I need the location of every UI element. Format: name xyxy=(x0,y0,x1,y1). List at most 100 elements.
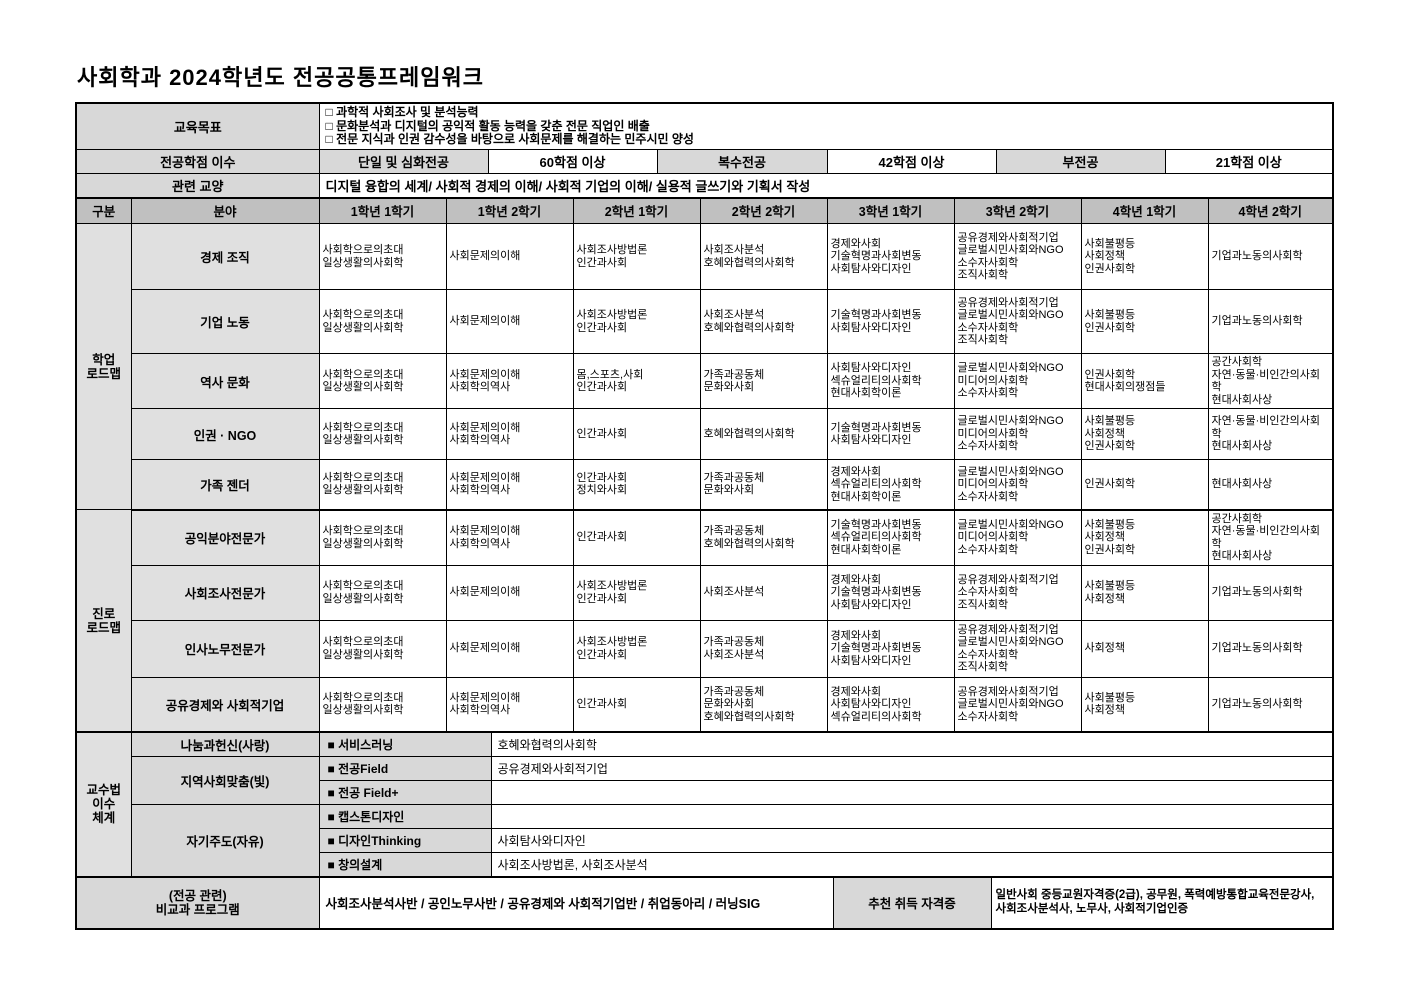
course-cell: 사회문제의이해 xyxy=(445,289,574,354)
field-label: 사회조사전문가 xyxy=(130,564,320,621)
course-cell: 사회탐사와디자인 섹슈얼리티의사회학 현대사회학이론 xyxy=(826,353,955,409)
course-cell: 호혜와협력의사회학 xyxy=(699,408,828,460)
header-sem-3-1: 3학년 1학기 xyxy=(826,197,955,224)
roadmap-row: 기업 노동 사회학으로의초대 일상생활의사회학 사회문제의이해 사회조사방법론 인간과… xyxy=(76,289,1334,354)
pedagogy-method: ■ 디자인Thinking xyxy=(318,828,492,853)
liberal-content: 디지털 융합의 세계/ 사회적 경제의 이해/ 사회적 기업의 이해/ 실용적 … xyxy=(318,172,1334,198)
course-cell: 기업과노동의사회학 xyxy=(1207,676,1334,733)
course-cell: 사회학으로의초대 일상생활의사회학 xyxy=(318,223,447,290)
course-cell: 글로벌시민사회와NGO 미디어의사회학 소수자사회학 xyxy=(953,408,1082,460)
pedagogy-category: 지역사회맞춤(빛) xyxy=(130,756,320,805)
header-sem-1-1: 1학년 1학기 xyxy=(318,197,447,224)
course-cell: 사회학으로의초대 일상생활의사회학 xyxy=(318,619,447,678)
roadmap-row: 공유경제와 사회적기업 사회학으로의초대 일상생활의사회학 사회문제의이해 사회학의… xyxy=(76,676,1334,733)
course-cell: 사회정책 xyxy=(1080,619,1209,678)
grid-header-row: 구분 분야 1학년 1학기 1학년 2학기 2학년 1학기 2학년 2학기 3학… xyxy=(75,197,1334,224)
pedagogy-row: 교수법 이수 체계 나눔과헌신(사랑) ■ 서비스러닝 호혜와협력의사회학 xyxy=(75,731,1334,877)
header-sem-3-2: 3학년 2학기 xyxy=(953,197,1082,224)
header-gubun: 구분 xyxy=(75,197,132,224)
course-cell: 자연·동물·비인간의사회학 현대사회사상 xyxy=(1207,408,1334,460)
course-cell: 사회불평등 사회정책 인권사회학 xyxy=(1080,223,1209,290)
course-cell: 인간과사회 xyxy=(572,509,701,566)
group-label: 진로 로드맵 xyxy=(75,509,132,733)
group-label: 학업 로드맵 xyxy=(75,223,132,510)
pedagogy-value xyxy=(490,780,1334,805)
course-cell: 인간과사회 xyxy=(572,408,701,460)
pedagogy-row: 지역사회맞춤(빛) ■ 전공Field 공유경제와사회적기업 xyxy=(76,756,1334,805)
credits-label: 전공학점 이수 xyxy=(75,148,320,174)
pedagogy-method: ■ 서비스러닝 xyxy=(318,731,492,757)
course-cell: 가족과공동체 호혜와협력의사회학 xyxy=(699,509,828,566)
roadmap-row: 사회조사전문가 사회학으로의초대 일상생활의사회학 사회문제의이해 사회조사방법론 인… xyxy=(76,564,1334,621)
course-cell: 경제와사회 기술혁명과사회변동 사회탐사와디자인 xyxy=(826,619,955,678)
course-cell: 사회문제의이해 사회학의역사 xyxy=(445,509,574,566)
course-cell: 기업과노동의사회학 xyxy=(1207,619,1334,678)
field-label: 가족 젠더 xyxy=(130,459,320,511)
credit-type-single: 단일 및 심화전공 xyxy=(318,148,489,174)
credit-value-single: 60학점 이상 xyxy=(487,148,658,174)
top-info-table: 교육목표 □ 과학적 사회조사 및 분석능력 □ 문화분석과 디지털의 공익적 … xyxy=(75,102,1334,199)
roadmap-row: 인사노무전문가 사회학으로의초대 일상생활의사회학 사회문제의이해 사회조사방법론 인… xyxy=(76,619,1334,678)
course-cell: 인간과사회 정치와사회 xyxy=(572,459,701,511)
pedagogy-table: 교수법 이수 체계 나눔과헌신(사랑) ■ 서비스러닝 호혜와협력의사회학 지역… xyxy=(75,731,1334,878)
header-bunya: 분야 xyxy=(130,197,320,224)
course-cell: 공유경제와사회적기업 소수자사회학 조직사회학 xyxy=(953,564,1082,621)
course-cell: 사회문제의이해 xyxy=(445,223,574,290)
course-cell: 사회학으로의초대 일상생활의사회학 xyxy=(318,289,447,354)
liberal-row: 관련 교양 디지털 융합의 세계/ 사회적 경제의 이해/ 사회적 기업의 이해… xyxy=(75,172,1334,198)
course-cell: 사회학으로의초대 일상생활의사회학 xyxy=(318,408,447,460)
course-cell: 글로벌시민사회와NGO 미디어의사회학 소수자사회학 xyxy=(953,459,1082,511)
course-cell: 기업과노동의사회학 xyxy=(1207,289,1334,354)
framework-table-stack: 교육목표 □ 과학적 사회조사 및 분석능력 □ 문화분석과 디지털의 공익적 … xyxy=(75,102,1403,930)
course-cell: 경제와사회 기술혁명과사회변동 사회탐사와디자인 xyxy=(826,223,955,290)
roadmap-table: 구분 분야 1학년 1학기 1학년 2학기 2학년 1학기 2학년 2학기 3학… xyxy=(75,196,1334,733)
pedagogy-value xyxy=(490,804,1334,829)
course-cell: 공유경제와사회적기업 글로벌시민사회와NGO 소수자사회학 조직사회학 xyxy=(953,619,1082,678)
field-label: 기업 노동 xyxy=(130,289,320,354)
roadmap-row: 학업 로드맵 경제 조직 사회학으로의초대 일상생활의사회학 사회문제의이해 사회조사방… xyxy=(75,223,1334,510)
credits-row: 전공학점 이수 단일 및 심화전공 60학점 이상 복수전공 42학점 이상 부… xyxy=(75,148,1334,174)
course-cell: 가족과공동체 문화와사회 호혜와협력의사회학 xyxy=(699,676,828,733)
field-label: 인권 · NGO xyxy=(130,408,320,460)
pedagogy-row: ■ 창의설계 사회조사방법론, 사회조사분석 xyxy=(76,852,1334,877)
course-cell: 사회조사방법론 인간과사회 xyxy=(572,289,701,354)
page-title: 사회학과 2024학년도 전공공통프레임워크 xyxy=(77,65,485,90)
course-cell: 사회문제의이해 사회학의역사 xyxy=(445,676,574,733)
course-cell: 글로벌시민사회와NGO 미디어의사회학 소수자사회학 xyxy=(953,353,1082,409)
certs-label: 추천 취득 자격증 xyxy=(832,876,992,929)
course-cell: 공간사회학 자연·동물·비인간의사회학 현대사회사상 xyxy=(1207,509,1334,566)
pedagogy-value: 사회조사방법론, 사회조사분석 xyxy=(490,852,1334,877)
roadmap-body: 학업 로드맵 경제 조직 사회학으로의초대 일상생활의사회학 사회문제의이해 사회조사방… xyxy=(75,223,1334,733)
extracurricular-row: (전공 관련) 비교과 프로그램 사회조사분석사반 / 공인노무사반 / 공유경… xyxy=(75,876,1334,929)
header-sem-4-2: 4학년 2학기 xyxy=(1207,197,1334,224)
edu-goal-row: 교육목표 □ 과학적 사회조사 및 분석능력 □ 문화분석과 디지털의 공익적 … xyxy=(75,102,1334,150)
course-cell: 사회조사방법론 인간과사회 xyxy=(572,564,701,621)
header-sem-4-1: 4학년 1학기 xyxy=(1080,197,1209,224)
course-cell: 인간과사회 xyxy=(572,676,701,733)
course-cell: 사회문제의이해 xyxy=(445,619,574,678)
course-cell: 사회불평등 사회정책 인권사회학 xyxy=(1080,408,1209,460)
pedagogy-category: 자기주도(자유) xyxy=(130,804,320,877)
course-cell: 사회학으로의초대 일상생활의사회학 xyxy=(318,564,447,621)
roadmap-row: 가족 젠더 사회학으로의초대 일상생활의사회학 사회문제의이해 사회학의역사 인간과사… xyxy=(76,459,1334,511)
field-label: 공익분야전문가 xyxy=(130,509,320,566)
course-cell: 글로벌시민사회와NGO 미디어의사회학 소수자사회학 xyxy=(953,509,1082,566)
course-cell: 사회조사방법론 인간과사회 xyxy=(572,223,701,290)
course-cell: 공유경제와사회적기업 글로벌시민사회와NGO 소수자사회학 xyxy=(953,676,1082,733)
course-cell: 사회조사분석 호혜와협력의사회학 xyxy=(699,223,828,290)
pedagogy-method: ■ 창의설계 xyxy=(318,852,492,877)
field-label: 공유경제와 사회적기업 xyxy=(130,676,320,733)
credit-type-double: 복수전공 xyxy=(656,148,828,174)
course-cell: 사회문제의이해 사회학의역사 xyxy=(445,459,574,511)
course-cell: 사회조사분석 호혜와협력의사회학 xyxy=(699,289,828,354)
pedagogy-value: 호혜와협력의사회학 xyxy=(490,731,1334,757)
pedagogy-category: 나눔과헌신(사랑) xyxy=(130,731,320,757)
credit-value-minor: 21학점 이상 xyxy=(1164,148,1334,174)
course-cell: 사회불평등 사회정책 인권사회학 xyxy=(1080,509,1209,566)
course-cell: 가족과공동체 문화와사회 xyxy=(699,459,828,511)
course-cell: 사회문제의이해 사회학의역사 xyxy=(445,408,574,460)
course-cell: 기업과노동의사회학 xyxy=(1207,564,1334,621)
course-cell: 사회불평등 사회정책 xyxy=(1080,676,1209,733)
roadmap-row: 인권 · NGO 사회학으로의초대 일상생활의사회학 사회문제의이해 사회학의역사 인… xyxy=(76,408,1334,460)
header-sem-2-2: 2학년 2학기 xyxy=(699,197,828,224)
